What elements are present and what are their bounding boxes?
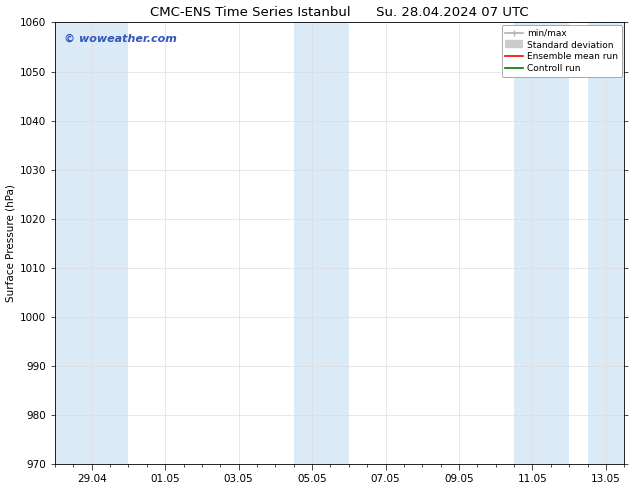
Bar [55,23,129,464]
Bar [294,23,349,464]
Y-axis label: Surface Pressure (hPa): Surface Pressure (hPa) [6,184,16,302]
Legend: min/max, Standard deviation, Ensemble mean run, Controll run: min/max, Standard deviation, Ensemble me… [501,25,621,76]
Title: CMC-ENS Time Series Istanbul      Su. 28.04.2024 07 UTC: CMC-ENS Time Series Istanbul Su. 28.04.2… [150,5,529,19]
Bar [588,23,624,464]
Text: © woweather.com: © woweather.com [63,33,176,44]
Bar [514,23,569,464]
